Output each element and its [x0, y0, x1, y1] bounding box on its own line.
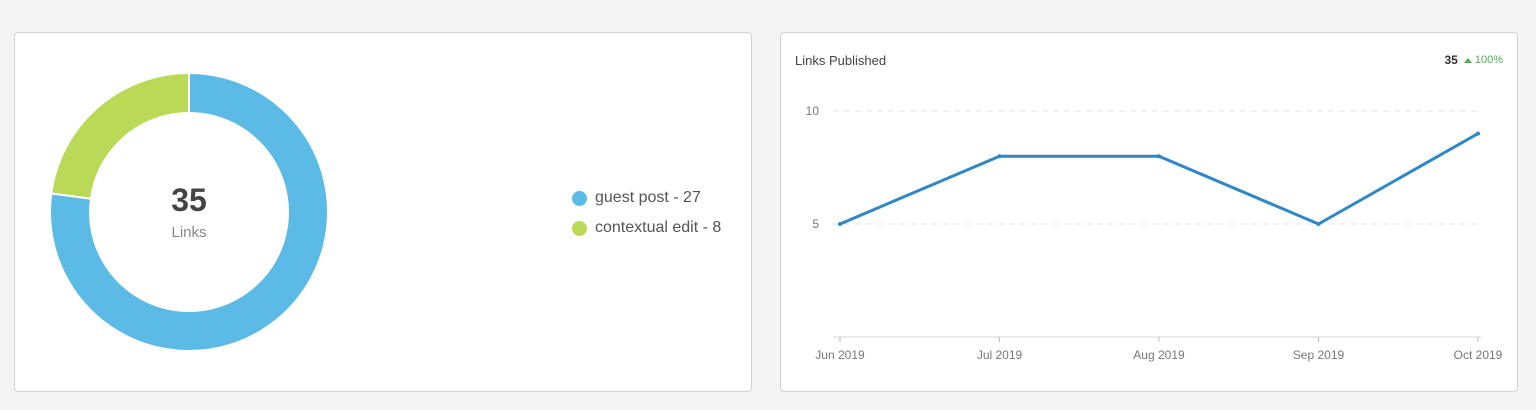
legend-item-guest-post[interactable]: guest post - 27: [572, 183, 721, 213]
data-point[interactable]: [1316, 222, 1321, 226]
donut-slice-guest-post[interactable]: [49, 71, 329, 352]
x-tick-label: Jun 2019: [815, 348, 865, 362]
donut-slice-contextual-edit[interactable]: [50, 71, 190, 200]
up-arrow-icon: [1463, 57, 1472, 63]
donut-center-value: 35: [171, 182, 207, 218]
x-tick-label: Sep 2019: [1293, 348, 1345, 362]
legend-item-contextual-edit[interactable]: contextual edit - 8: [572, 213, 721, 243]
data-point[interactable]: [997, 154, 1002, 159]
donut-center-label: Links: [171, 224, 206, 241]
x-tick-label: Oct 2019: [1454, 348, 1503, 362]
donut-chart: 35 Links: [49, 71, 329, 352]
y-tick-label: 5: [812, 217, 819, 231]
data-point[interactable]: [838, 222, 842, 226]
line-chart: 5 10 Jun 2019 Jul 2019 Aug 2019 Sep 2019 Oct 2…: [806, 104, 1503, 362]
donut-legend: guest post - 27 contextual edit - 8: [572, 183, 721, 243]
links-published-card: Links Published 35 100% 5 10 Jun 2019 Jul 2…: [780, 32, 1518, 392]
legend-label-guest-post: guest post - 27: [595, 189, 701, 206]
chart-title: Links Published: [795, 53, 887, 68]
x-tick-label: Aug 2019: [1133, 348, 1185, 362]
summary-total: 35: [1444, 53, 1458, 67]
data-point[interactable]: [1476, 131, 1480, 136]
links-breakdown-card: 35 Links guest post - 27 contextual edit…: [14, 32, 752, 392]
summary-change: 100%: [1474, 54, 1503, 66]
summary-stat: 35 100%: [1445, 53, 1504, 67]
x-tick-label: Jul 2019: [977, 348, 1023, 362]
legend-swatch-guest-post: [572, 190, 587, 206]
y-tick-label: 10: [806, 104, 820, 118]
legend-label-contextual-edit: contextual edit - 8: [595, 219, 722, 236]
series-line: [839, 132, 1479, 226]
legend-swatch-contextual-edit: [572, 220, 587, 236]
data-point[interactable]: [1157, 154, 1161, 159]
